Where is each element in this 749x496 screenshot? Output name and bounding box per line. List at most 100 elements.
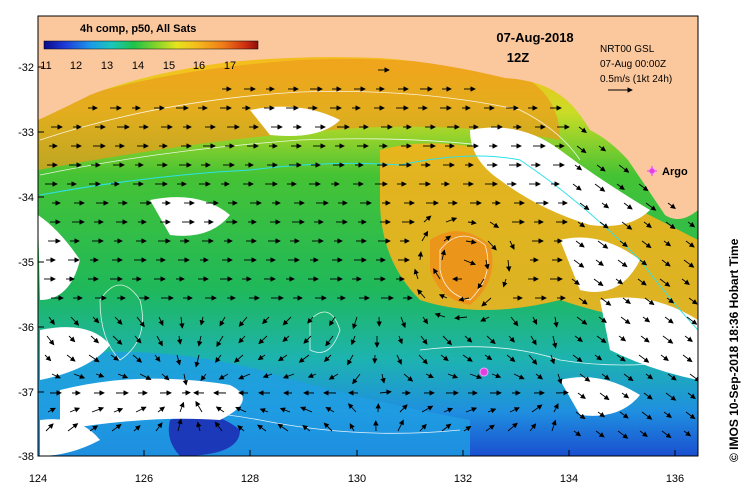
current-vector <box>685 240 695 248</box>
colorbar-tick-label: 13 <box>101 60 113 72</box>
current-vector <box>278 354 288 362</box>
current-vector <box>89 425 99 432</box>
y-tick-label: -37 <box>18 387 34 399</box>
current-vector <box>347 403 357 413</box>
current-vector <box>197 335 203 347</box>
current-vector <box>51 373 61 379</box>
current-vector <box>179 401 185 413</box>
current-vector <box>574 335 583 342</box>
current-vector <box>640 335 650 343</box>
current-vector <box>681 278 690 285</box>
current-vector <box>617 430 629 439</box>
current-vector <box>575 240 585 248</box>
current-vector <box>667 202 676 209</box>
current-source: NRT00 GSL <box>600 44 655 55</box>
current-vector <box>462 354 473 362</box>
current-vector <box>662 335 674 344</box>
bathymetry-contour <box>39 155 698 331</box>
current-vector <box>259 408 269 414</box>
current-vector <box>155 422 163 432</box>
current-vector <box>282 373 295 379</box>
current-vector <box>349 423 355 432</box>
current-vector <box>682 354 693 363</box>
current-vector <box>574 164 583 171</box>
current-vector <box>683 259 695 268</box>
current-vector <box>215 354 222 363</box>
current-vector <box>506 259 512 272</box>
y-axis: -32 -33 -34 -35 -36 -37 -38 <box>18 62 44 463</box>
current-vector <box>575 411 586 420</box>
current-vector <box>440 354 449 362</box>
current-vector <box>480 316 490 322</box>
cold-core <box>168 414 240 456</box>
current-vector <box>454 315 468 321</box>
y-tick-label: -33 <box>18 127 34 139</box>
x-tick-label: 124 <box>29 473 47 485</box>
current-vector <box>282 335 290 342</box>
current-vector <box>594 354 603 361</box>
current-vector <box>440 249 446 261</box>
current-vector <box>491 373 502 379</box>
current-vector <box>601 202 610 209</box>
current-vector <box>323 422 333 432</box>
current-vector <box>487 240 497 251</box>
current-vector <box>234 354 244 363</box>
current-vector <box>642 316 651 323</box>
current-vector <box>619 411 629 419</box>
current-vector <box>282 316 292 326</box>
current-vector <box>617 259 628 268</box>
current-vector <box>179 316 185 329</box>
current-vector <box>67 423 79 432</box>
current-vector <box>238 316 248 327</box>
current-vector <box>553 316 559 328</box>
current-vector <box>237 425 245 432</box>
current-vector <box>323 354 332 362</box>
date-label: 07-Aug-2018 <box>496 30 573 45</box>
current-vector <box>463 425 472 432</box>
current-vector <box>579 373 591 382</box>
current-vector <box>643 392 653 400</box>
current-vector <box>302 424 311 432</box>
current-vector <box>637 278 647 286</box>
current-vector <box>182 373 188 386</box>
current-vector <box>579 202 590 211</box>
current-vector <box>688 297 698 305</box>
current-vector <box>303 335 312 344</box>
current-vector <box>578 297 588 305</box>
current-vector <box>279 407 291 413</box>
current-vector <box>530 335 537 346</box>
current-vector <box>509 407 520 413</box>
current-vector <box>664 316 674 324</box>
current-vector <box>111 424 122 432</box>
current-vector <box>571 278 580 285</box>
current-vector <box>298 354 310 363</box>
colorbar-tick-label: 15 <box>163 60 175 72</box>
current-vector <box>158 316 164 326</box>
current-vector <box>199 316 205 326</box>
current-vector <box>464 335 473 343</box>
current-vector <box>438 294 448 300</box>
colorbar-tick-label: 17 <box>224 60 236 72</box>
current-vector <box>441 423 452 432</box>
current-vector <box>417 289 426 299</box>
x-axis: 124 126 128 130 132 134 136 <box>29 450 684 485</box>
current-vector <box>572 354 583 363</box>
current-vector <box>420 335 428 345</box>
current-vector <box>623 373 634 382</box>
current-vector <box>643 221 652 228</box>
current-vector <box>509 240 515 250</box>
current-vector <box>465 239 477 245</box>
current-vector <box>216 335 224 348</box>
current-vector <box>379 389 392 395</box>
current-vector <box>73 373 86 379</box>
current-vector <box>641 411 653 420</box>
current-vector <box>601 373 610 380</box>
current-vector <box>666 297 675 304</box>
current-vector <box>413 268 419 280</box>
current-vector <box>113 407 124 413</box>
current-vector <box>347 354 354 366</box>
current-vector <box>110 354 120 361</box>
current-vector <box>665 392 677 401</box>
current-vector <box>95 372 105 378</box>
current-vector <box>621 221 633 230</box>
